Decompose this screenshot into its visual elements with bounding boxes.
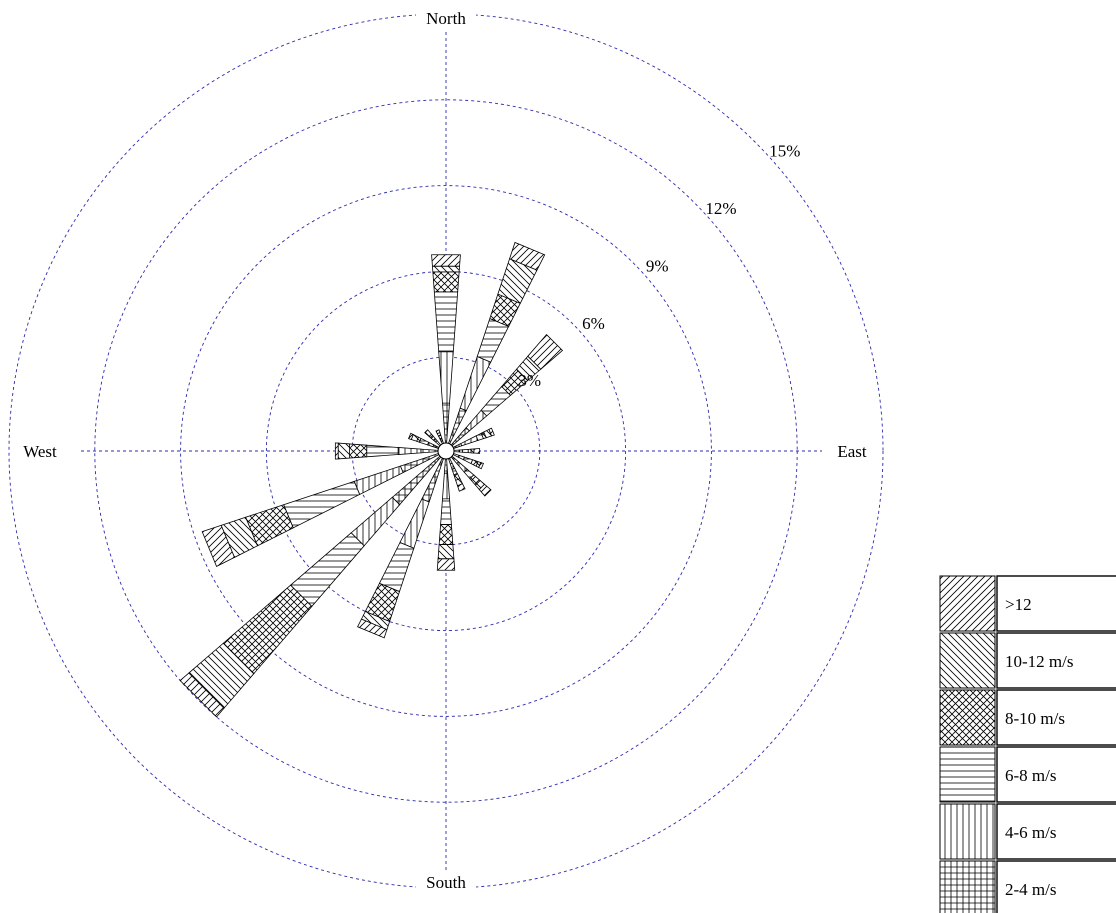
- center-hub: [437, 442, 455, 460]
- ring-label-5: 15%: [769, 142, 800, 161]
- ring-label-3: 9%: [646, 256, 669, 275]
- sector-13-bin-5: [408, 432, 414, 441]
- sector-12-bin-5: [334, 442, 339, 460]
- ring-label-2: 6%: [582, 314, 605, 333]
- legend-swatch-3: [939, 689, 996, 746]
- sector-9-bin-5: [357, 618, 388, 639]
- sector-3-bin-1: [460, 435, 479, 447]
- ring-3: [180, 185, 712, 717]
- sector-11-bin-2: [283, 480, 361, 529]
- label-north-bg: [416, 9, 476, 29]
- sector-6-bin-5: [478, 483, 492, 497]
- sector-2-bin-5: [527, 333, 564, 370]
- chart-labels: North East South West 3% 6% 9% 12% 15%: [10, 9, 882, 893]
- label-east: East: [837, 442, 867, 461]
- label-south-bg: [416, 873, 476, 893]
- legend-label-5: 4-6 m/s: [1005, 823, 1056, 842]
- sector-1-bin-5: [509, 241, 546, 271]
- sector-12-bin-0: [420, 448, 439, 454]
- label-south: South: [426, 873, 466, 892]
- sector-8-bin-1: [442, 472, 450, 500]
- sector-14-bin-4: [424, 429, 432, 437]
- label-west: West: [23, 442, 57, 461]
- ring-label-4: 12%: [705, 199, 736, 218]
- sector-8-bin-2: [440, 498, 452, 525]
- sector-0-bin-0: [442, 402, 450, 444]
- legend-label-3: 8-10 m/s: [1005, 709, 1065, 728]
- legend-label-4: 6-8 m/s: [1005, 766, 1056, 785]
- sector-0-bin-1: [438, 351, 454, 404]
- wind-sectors: [179, 241, 564, 718]
- legend-box-6: [996, 860, 1116, 913]
- sector-9-bin-1: [399, 498, 430, 549]
- legend-box-1: [996, 575, 1116, 632]
- sector-4-bin-2: [462, 448, 469, 454]
- legend-box-4: [996, 746, 1116, 803]
- sector-12-bin-2: [366, 444, 399, 458]
- sector-0-bin-4: [431, 265, 461, 273]
- legend-swatch-6: [939, 860, 996, 913]
- sector-0-bin-5: [431, 254, 461, 267]
- legend-box-3: [996, 689, 1116, 746]
- sector-10-bin-1: [350, 496, 401, 547]
- legend-label-2: 10-12 m/s: [1005, 652, 1073, 671]
- sector-4-bin-3: [467, 448, 472, 454]
- label-north: North: [426, 9, 466, 28]
- sector-4-bin-1: [459, 449, 463, 453]
- sector-0-bin-2: [433, 291, 459, 353]
- legend-box-5: [996, 803, 1116, 860]
- legend-swatch-2: [939, 632, 996, 689]
- sector-0-bin-3: [432, 271, 460, 293]
- sector-8-bin-0: [443, 458, 449, 474]
- sector-14-bin-5: [424, 429, 428, 433]
- sector-12-bin-1: [397, 447, 422, 455]
- sector-2-bin-1: [465, 409, 488, 432]
- legend-box-2: [996, 632, 1116, 689]
- sector-10-bin-5: [179, 672, 225, 718]
- sector-4-bin-4: [470, 448, 475, 454]
- legend-swatch-4: [939, 746, 996, 803]
- sector-4-bin-5: [473, 448, 481, 454]
- legend-swatch-5: [939, 803, 996, 860]
- ring-label-1: 3%: [518, 371, 541, 390]
- sector-15-bin-5: [435, 429, 441, 435]
- legend-label-1: >12: [1005, 595, 1032, 614]
- legend: >12 10-12 m/s 8-10 m/s 6-8 m/s 4-6 m/s 2-4 m/…: [939, 575, 1116, 913]
- sector-8-bin-4: [437, 544, 455, 560]
- legend-label-6: 2-4 m/s: [1005, 880, 1056, 899]
- label-east-bg: [822, 442, 882, 462]
- label-west-bg: [10, 442, 70, 462]
- sector-1-bin-1: [459, 355, 492, 412]
- sector-11-bin-5: [201, 524, 235, 567]
- legend-swatch-1: [939, 575, 996, 632]
- sector-1-bin-2: [476, 317, 510, 363]
- sector-3-bin-0: [452, 442, 463, 449]
- sector-8-bin-5: [436, 558, 456, 571]
- sector-4-bin-0: [453, 449, 461, 453]
- sector-9-bin-2: [378, 541, 415, 593]
- sector-11-bin-1: [353, 465, 404, 495]
- sector-10-bin-2: [289, 532, 365, 608]
- sector-12-bin-3: [349, 443, 368, 459]
- sector-8-bin-3: [438, 524, 454, 545]
- sector-7-bin-5: [456, 483, 466, 492]
- sector-12-bin-4: [337, 442, 350, 460]
- sector-5-bin-5: [478, 461, 484, 470]
- sector-3-bin-5: [488, 427, 495, 437]
